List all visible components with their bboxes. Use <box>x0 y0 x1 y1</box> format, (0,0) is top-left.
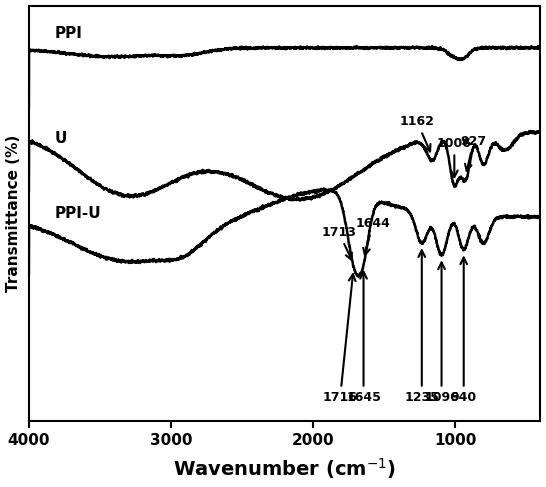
Y-axis label: Transmittance (%): Transmittance (%) <box>5 135 21 292</box>
Text: 1644: 1644 <box>355 217 390 255</box>
Text: U: U <box>55 131 67 146</box>
Text: 1713: 1713 <box>321 225 356 260</box>
Text: PPI-U: PPI-U <box>55 206 101 221</box>
Text: 1645: 1645 <box>346 272 381 404</box>
Text: 1235: 1235 <box>405 250 439 404</box>
Text: 1096: 1096 <box>424 262 459 404</box>
Text: 1716: 1716 <box>323 274 358 404</box>
Text: PPI: PPI <box>55 26 82 41</box>
Text: 1006: 1006 <box>437 137 472 177</box>
Text: 940: 940 <box>450 258 477 404</box>
Text: 927: 927 <box>461 135 486 171</box>
X-axis label: Wavenumber (cm$^{-1}$): Wavenumber (cm$^{-1}$) <box>173 456 396 482</box>
Text: 1162: 1162 <box>399 115 434 151</box>
